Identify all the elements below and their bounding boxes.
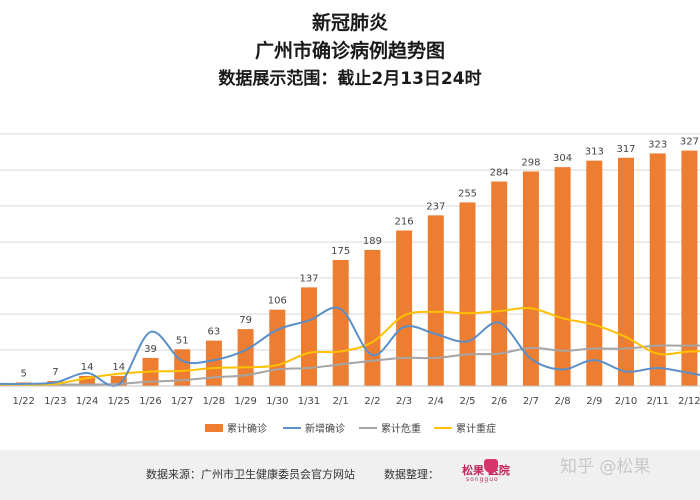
x-tick-label: 2/7 (523, 396, 539, 407)
x-tick-label: 1/28 (203, 396, 225, 407)
x-tick-label: 1/24 (76, 396, 98, 407)
bar-cumulative-confirmed (237, 329, 254, 386)
line-new-confirmed (0, 306, 700, 388)
bar-cumulative-confirmed (522, 171, 539, 386)
bar-data-label: 137 (299, 273, 318, 284)
bar-data-label: 175 (331, 246, 350, 257)
legend-label: 累计重症 (456, 422, 496, 435)
x-tick-label: 2/8 (555, 396, 571, 407)
bar-cumulative-confirmed (110, 375, 127, 386)
bar-data-label: 39 (144, 344, 157, 355)
bar-data-label: 51 (176, 335, 189, 346)
line-cumulative-severe (0, 306, 700, 386)
bar-data-label: 7 (52, 367, 58, 378)
x-tick-label: 2/1 (333, 396, 349, 407)
bar-data-label: 323 (648, 139, 667, 150)
bar-data-label: 317 (616, 144, 635, 155)
bar-data-label: 284 (490, 168, 509, 179)
basket-icon (484, 459, 498, 473)
x-tick-label: 1/25 (108, 396, 130, 407)
bar-cumulative-confirmed (681, 150, 698, 386)
bar-cumulative-confirmed (649, 153, 666, 386)
legend-swatch (205, 424, 223, 432)
legend-label: 累计危重 (381, 422, 421, 435)
x-tick-label: 2/2 (364, 396, 380, 407)
bar-cumulative-confirmed (396, 230, 413, 386)
bar-cumulative-confirmed (301, 287, 317, 386)
chart-header: 新冠肺炎 广州市确诊病例趋势图 数据展示范围：截止2月13日24时 (0, 0, 700, 100)
bar-data-label: 79 (239, 315, 252, 326)
x-tick-label: 1/31 (298, 396, 320, 407)
x-tick-label: 1/29 (234, 396, 256, 407)
x-tick-label: 2/11 (646, 396, 668, 407)
x-tick-label: 2/5 (459, 396, 475, 407)
songguo-logo: 松果 医院 songguo (462, 458, 530, 486)
data-organizer-text: 数据整理： (384, 468, 439, 481)
legend-label: 累计确诊 (227, 422, 267, 435)
bar-data-label: 189 (363, 236, 382, 247)
bar-cumulative-confirmed (427, 215, 444, 386)
bar-cumulative-confirmed (586, 160, 603, 386)
bar-data-label: 106 (268, 296, 287, 307)
x-tick-label: 2/3 (396, 396, 412, 407)
bar-cumulative-confirmed (269, 309, 286, 386)
bar-data-label: 327 (680, 137, 699, 148)
bar-data-label: 5 (21, 368, 27, 379)
bar-data-label: 63 (208, 327, 221, 338)
x-tick-label: 1/26 (139, 396, 161, 407)
bar-data-label: 14 (112, 362, 125, 373)
bar-cumulative-confirmed (491, 181, 508, 386)
x-tick-label: 1/22 (12, 396, 34, 407)
x-tick-label: 2/10 (615, 396, 637, 407)
logo-subtext: songguo (466, 476, 499, 483)
x-tick-label: 1/23 (44, 396, 66, 407)
bar-cumulative-confirmed (205, 340, 222, 386)
bar-cumulative-confirmed (364, 249, 381, 386)
plot-area (0, 120, 700, 450)
x-tick-label: 1/27 (171, 396, 193, 407)
bar-data-label: 237 (426, 201, 445, 212)
bar-data-label: 304 (553, 153, 572, 164)
bar-data-label: 313 (585, 147, 604, 158)
chart-title-line2: 广州市确诊病例趋势图 (254, 40, 445, 62)
x-tick-label: 2/6 (491, 396, 507, 407)
chart-title-line3: 数据展示范围：截止2月13日24时 (218, 69, 482, 89)
footer-band (0, 450, 700, 500)
x-tick-label: 2/12 (678, 396, 700, 407)
bar-cumulative-confirmed (618, 157, 634, 386)
x-tick-label: 1/30 (266, 396, 288, 407)
x-tick-label: 2/9 (586, 396, 602, 407)
bar-data-label: 298 (521, 157, 540, 168)
bar-data-label: 216 (395, 216, 414, 227)
zhihu-watermark: 知乎 @松果 (560, 457, 651, 477)
bar-cumulative-confirmed (459, 202, 476, 386)
data-source-text: 数据来源：广州市卫生健康委员会官方网站 (146, 468, 355, 481)
bar-data-label: 14 (81, 362, 94, 373)
bar-cumulative-confirmed (79, 375, 96, 386)
line-cumulative-critical (0, 344, 700, 387)
bar-cumulative-confirmed (332, 260, 349, 386)
chart-title-line1: 新冠肺炎 (311, 12, 388, 34)
x-tick-label: 2/4 (428, 396, 444, 407)
bar-cumulative-confirmed (554, 167, 571, 386)
legend-label: 新增确诊 (305, 422, 345, 435)
bar-data-label: 255 (458, 188, 477, 199)
